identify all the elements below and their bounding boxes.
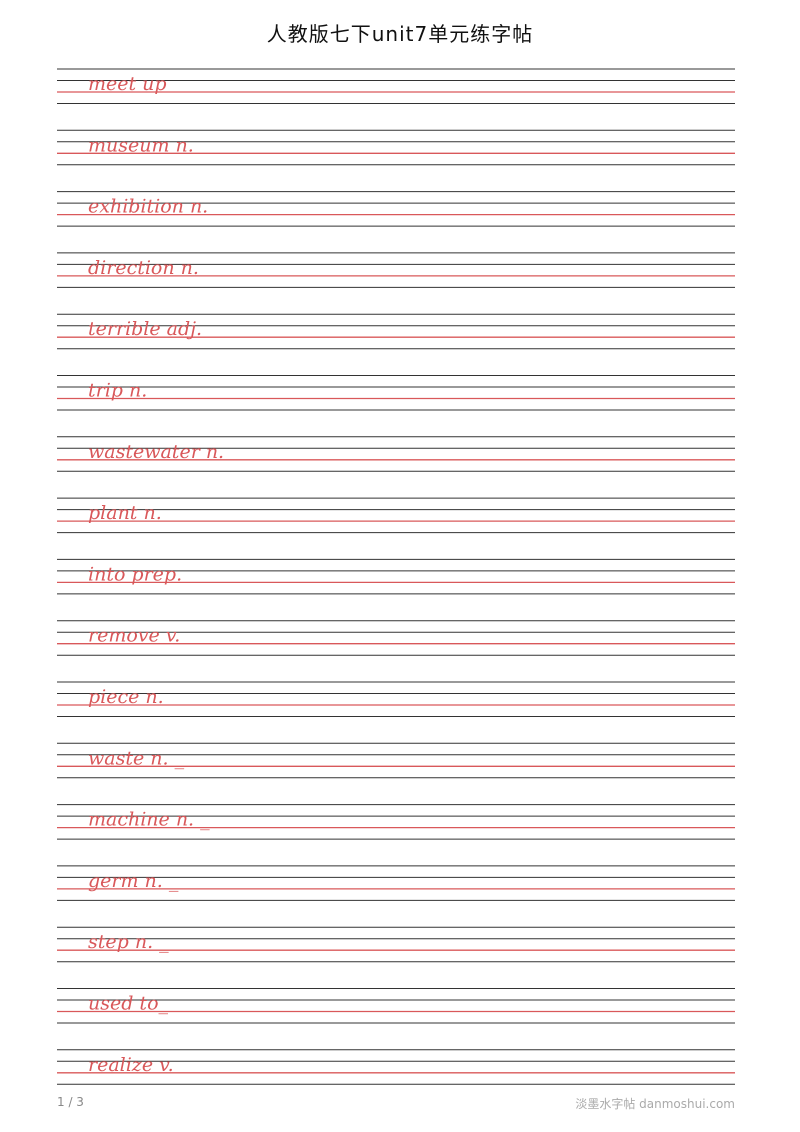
practice-word: remove v. bbox=[88, 625, 180, 647]
practice-word: into prep. bbox=[88, 563, 182, 585]
page-number: 1 / 3 bbox=[57, 1095, 84, 1109]
practice-word: exhibition n. bbox=[88, 196, 208, 218]
title: 人教版七下unit7单元练字帖 bbox=[266, 22, 534, 46]
practice-word: trip n. bbox=[88, 380, 147, 402]
practice-word: direction n. bbox=[88, 257, 199, 279]
practice-word: plant n. bbox=[88, 502, 162, 524]
practice-word: realize v. bbox=[88, 1054, 174, 1076]
practice-word: waste n. _ bbox=[88, 747, 185, 769]
site-credit: 淡墨水字帖 danmoshui.com bbox=[575, 1097, 735, 1111]
practice-word: step n. _ bbox=[88, 931, 169, 953]
practice-word: terrible adj. bbox=[88, 318, 202, 340]
practice-word: wastewater n. bbox=[88, 441, 224, 463]
practice-word: used to_ bbox=[88, 993, 169, 1015]
practice-word: piece n. bbox=[88, 686, 164, 708]
practice-word: museum n. bbox=[88, 134, 194, 156]
practice-word: germ n. _ bbox=[88, 870, 179, 892]
practice-word: meet up bbox=[88, 73, 167, 95]
practice-word: machine n. _ bbox=[88, 809, 210, 831]
